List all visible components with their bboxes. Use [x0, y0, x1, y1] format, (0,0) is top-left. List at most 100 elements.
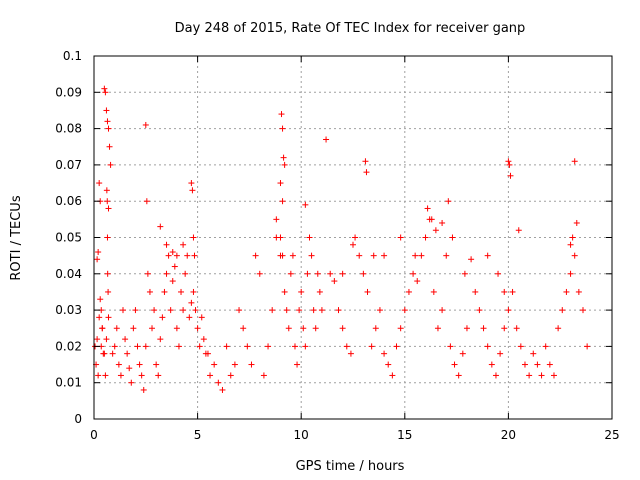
data-point — [526, 372, 533, 379]
data-point — [231, 361, 238, 368]
data-point — [104, 234, 111, 241]
x-tick-label: 25 — [604, 428, 619, 442]
data-point — [155, 372, 162, 379]
data-point — [501, 325, 508, 332]
data-point — [95, 249, 102, 256]
data-point — [277, 252, 284, 259]
data-point — [128, 379, 135, 386]
data-point — [281, 161, 288, 168]
data-point — [278, 111, 285, 118]
data-point — [132, 307, 139, 314]
data-point — [115, 361, 122, 368]
data-point — [459, 350, 466, 357]
data-point — [414, 278, 421, 285]
data-point — [207, 372, 214, 379]
data-point — [352, 234, 359, 241]
data-point — [157, 336, 164, 343]
data-point — [294, 361, 301, 368]
data-point — [280, 154, 287, 161]
data-point — [312, 325, 319, 332]
y-tick-label: 0.03 — [55, 303, 82, 317]
data-point — [534, 361, 541, 368]
data-point — [283, 307, 290, 314]
data-point — [347, 350, 354, 357]
data-point — [289, 252, 296, 259]
data-point — [151, 307, 158, 314]
data-point — [335, 307, 342, 314]
x-tick-label: 10 — [294, 428, 309, 442]
data-point — [463, 325, 470, 332]
data-point — [323, 136, 330, 143]
data-point — [106, 143, 113, 150]
data-point — [182, 270, 189, 277]
data-point — [153, 361, 160, 368]
data-point — [200, 336, 207, 343]
x-tick-label: 15 — [397, 428, 412, 442]
data-point — [178, 288, 185, 295]
data-point — [130, 325, 137, 332]
data-point — [103, 107, 110, 114]
data-point — [569, 234, 576, 241]
chart-title: Day 248 of 2015, Rate Of TEC Index for r… — [175, 21, 526, 36]
data-point — [211, 361, 218, 368]
data-point — [492, 372, 499, 379]
data-point — [134, 343, 141, 350]
data-point — [573, 219, 580, 226]
data-point — [316, 288, 323, 295]
data-point — [300, 325, 307, 332]
data-point — [96, 180, 103, 187]
data-point — [269, 307, 276, 314]
data-point — [575, 288, 582, 295]
data-point — [412, 252, 419, 259]
data-point — [555, 325, 562, 332]
data-point — [472, 288, 479, 295]
data-point — [94, 256, 101, 263]
data-point — [401, 307, 408, 314]
data-point — [190, 288, 197, 295]
data-point — [180, 307, 187, 314]
data-point — [173, 252, 180, 259]
data-point — [360, 270, 367, 277]
data-point — [327, 270, 334, 277]
y-tick-label: 0 — [74, 412, 82, 426]
x-tick-label: 0 — [90, 428, 98, 442]
data-point — [252, 252, 259, 259]
data-point — [146, 288, 153, 295]
y-axis-label: ROTI / TECUs — [9, 195, 24, 280]
data-point — [97, 296, 104, 303]
data-point — [180, 241, 187, 248]
data-point — [356, 252, 363, 259]
data-point — [113, 325, 120, 332]
data-point — [273, 234, 280, 241]
data-point — [447, 343, 454, 350]
data-point — [260, 372, 267, 379]
data-point — [571, 252, 578, 259]
data-point — [461, 270, 468, 277]
data-point — [505, 307, 512, 314]
data-point — [343, 343, 350, 350]
data-point — [277, 180, 284, 187]
data-point — [105, 205, 112, 212]
data-point — [165, 252, 172, 259]
data-point — [227, 372, 234, 379]
data-point — [434, 325, 441, 332]
data-point — [385, 361, 392, 368]
data-point — [99, 325, 106, 332]
data-point — [381, 350, 388, 357]
data-point — [480, 325, 487, 332]
data-point — [122, 336, 129, 343]
data-point — [169, 278, 176, 285]
data-point — [175, 343, 182, 350]
data-point — [171, 263, 178, 270]
data-point — [567, 241, 574, 248]
data-point — [521, 361, 528, 368]
data-point — [223, 343, 230, 350]
data-point — [484, 343, 491, 350]
y-tick-label: 0.09 — [55, 85, 82, 99]
x-axis-ticks: 0 5 10 15 20 25 — [90, 56, 620, 442]
data-point — [381, 252, 388, 259]
data-point — [331, 278, 338, 285]
data-point — [515, 227, 522, 234]
data-point — [559, 307, 566, 314]
data-point — [105, 314, 112, 321]
